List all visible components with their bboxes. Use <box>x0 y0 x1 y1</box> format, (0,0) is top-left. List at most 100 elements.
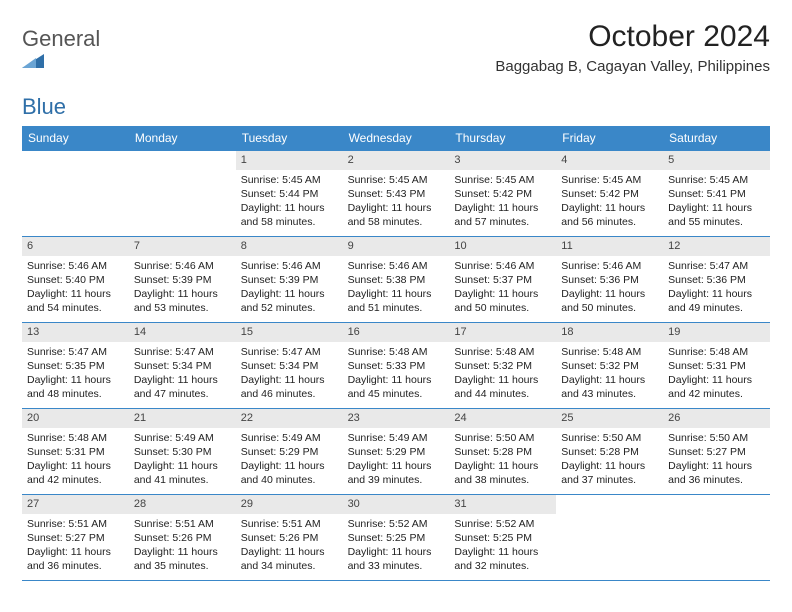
day-number: 16 <box>343 323 450 342</box>
daylight-line: Daylight: 11 hours and 56 minutes. <box>561 201 658 229</box>
sunset-line: Sunset: 5:42 PM <box>561 187 658 201</box>
sunset-line: Sunset: 5:32 PM <box>454 359 551 373</box>
daylight-line: Daylight: 11 hours and 35 minutes. <box>134 545 231 573</box>
brand-name-a: General <box>22 26 100 51</box>
sunset-line: Sunset: 5:27 PM <box>27 531 124 545</box>
calendar-cell: 6Sunrise: 5:46 AMSunset: 5:40 PMDaylight… <box>22 236 129 322</box>
calendar-cell: 19Sunrise: 5:48 AMSunset: 5:31 PMDayligh… <box>663 322 770 408</box>
day-details: Sunrise: 5:51 AMSunset: 5:27 PMDaylight:… <box>22 514 129 580</box>
sunset-line: Sunset: 5:44 PM <box>241 187 338 201</box>
daylight-line: Daylight: 11 hours and 37 minutes. <box>561 459 658 487</box>
location-subtitle: Baggabag B, Cagayan Valley, Philippines <box>495 58 770 75</box>
weekday-header: Monday <box>129 126 236 150</box>
weekday-header: Friday <box>556 126 663 150</box>
day-details: Sunrise: 5:46 AMSunset: 5:36 PMDaylight:… <box>556 256 663 322</box>
calendar-cell: 3Sunrise: 5:45 AMSunset: 5:42 PMDaylight… <box>449 150 556 236</box>
calendar-cell: 12Sunrise: 5:47 AMSunset: 5:36 PMDayligh… <box>663 236 770 322</box>
sunset-line: Sunset: 5:34 PM <box>241 359 338 373</box>
brand-name: GeneralBlue <box>22 26 100 120</box>
daylight-line: Daylight: 11 hours and 54 minutes. <box>27 287 124 315</box>
day-number: 3 <box>449 151 556 170</box>
calendar-cell <box>22 150 129 236</box>
calendar-cell <box>556 494 663 581</box>
sunset-line: Sunset: 5:41 PM <box>668 187 765 201</box>
day-number: 28 <box>129 495 236 514</box>
daylight-line: Daylight: 11 hours and 38 minutes. <box>454 459 551 487</box>
sunrise-line: Sunrise: 5:45 AM <box>561 173 658 187</box>
calendar: SundayMondayTuesdayWednesdayThursdayFrid… <box>22 126 770 581</box>
day-number: 2 <box>343 151 450 170</box>
sunrise-line: Sunrise: 5:49 AM <box>134 431 231 445</box>
daylight-line: Daylight: 11 hours and 45 minutes. <box>348 373 445 401</box>
day-number: 21 <box>129 409 236 428</box>
calendar-header-row: SundayMondayTuesdayWednesdayThursdayFrid… <box>22 126 770 150</box>
day-number: 12 <box>663 237 770 256</box>
daylight-line: Daylight: 11 hours and 50 minutes. <box>561 287 658 315</box>
sunrise-line: Sunrise: 5:48 AM <box>454 345 551 359</box>
calendar-cell: 9Sunrise: 5:46 AMSunset: 5:38 PMDaylight… <box>343 236 450 322</box>
calendar-cell: 25Sunrise: 5:50 AMSunset: 5:28 PMDayligh… <box>556 408 663 494</box>
calendar-cell: 13Sunrise: 5:47 AMSunset: 5:35 PMDayligh… <box>22 322 129 408</box>
weekday-header: Wednesday <box>343 126 450 150</box>
day-number: 29 <box>236 495 343 514</box>
day-details: Sunrise: 5:49 AMSunset: 5:29 PMDaylight:… <box>236 428 343 494</box>
sunset-line: Sunset: 5:28 PM <box>454 445 551 459</box>
daylight-line: Daylight: 11 hours and 55 minutes. <box>668 201 765 229</box>
sunset-line: Sunset: 5:37 PM <box>454 273 551 287</box>
calendar-cell: 29Sunrise: 5:51 AMSunset: 5:26 PMDayligh… <box>236 494 343 581</box>
daylight-line: Daylight: 11 hours and 39 minutes. <box>348 459 445 487</box>
sunset-line: Sunset: 5:35 PM <box>27 359 124 373</box>
day-details: Sunrise: 5:48 AMSunset: 5:32 PMDaylight:… <box>449 342 556 408</box>
sunset-line: Sunset: 5:40 PM <box>27 273 124 287</box>
day-number: 30 <box>343 495 450 514</box>
day-details: Sunrise: 5:46 AMSunset: 5:40 PMDaylight:… <box>22 256 129 322</box>
day-number: 9 <box>343 237 450 256</box>
sunset-line: Sunset: 5:38 PM <box>348 273 445 287</box>
sunrise-line: Sunrise: 5:46 AM <box>27 259 124 273</box>
calendar-cell: 4Sunrise: 5:45 AMSunset: 5:42 PMDaylight… <box>556 150 663 236</box>
day-number: 24 <box>449 409 556 428</box>
sunrise-line: Sunrise: 5:48 AM <box>668 345 765 359</box>
day-number: 18 <box>556 323 663 342</box>
calendar-cell: 8Sunrise: 5:46 AMSunset: 5:39 PMDaylight… <box>236 236 343 322</box>
calendar-cell: 16Sunrise: 5:48 AMSunset: 5:33 PMDayligh… <box>343 322 450 408</box>
day-details: Sunrise: 5:46 AMSunset: 5:38 PMDaylight:… <box>343 256 450 322</box>
calendar-cell: 27Sunrise: 5:51 AMSunset: 5:27 PMDayligh… <box>22 494 129 581</box>
daylight-line: Daylight: 11 hours and 50 minutes. <box>454 287 551 315</box>
day-number: 17 <box>449 323 556 342</box>
day-details: Sunrise: 5:47 AMSunset: 5:34 PMDaylight:… <box>129 342 236 408</box>
calendar-body: 1Sunrise: 5:45 AMSunset: 5:44 PMDaylight… <box>22 150 770 581</box>
sunset-line: Sunset: 5:29 PM <box>241 445 338 459</box>
brand-logo: GeneralBlue <box>22 26 100 120</box>
calendar-cell <box>129 150 236 236</box>
sunset-line: Sunset: 5:26 PM <box>134 531 231 545</box>
daylight-line: Daylight: 11 hours and 42 minutes. <box>27 459 124 487</box>
day-details: Sunrise: 5:51 AMSunset: 5:26 PMDaylight:… <box>236 514 343 580</box>
sunset-line: Sunset: 5:42 PM <box>454 187 551 201</box>
day-details: Sunrise: 5:45 AMSunset: 5:41 PMDaylight:… <box>663 170 770 236</box>
sunrise-line: Sunrise: 5:46 AM <box>454 259 551 273</box>
calendar-cell: 28Sunrise: 5:51 AMSunset: 5:26 PMDayligh… <box>129 494 236 581</box>
sunrise-line: Sunrise: 5:47 AM <box>134 345 231 359</box>
day-number: 15 <box>236 323 343 342</box>
sunset-line: Sunset: 5:39 PM <box>134 273 231 287</box>
brand-mark-icon <box>22 52 100 68</box>
calendar-cell: 30Sunrise: 5:52 AMSunset: 5:25 PMDayligh… <box>343 494 450 581</box>
daylight-line: Daylight: 11 hours and 52 minutes. <box>241 287 338 315</box>
calendar-cell: 10Sunrise: 5:46 AMSunset: 5:37 PMDayligh… <box>449 236 556 322</box>
daylight-line: Daylight: 11 hours and 44 minutes. <box>454 373 551 401</box>
sunset-line: Sunset: 5:36 PM <box>668 273 765 287</box>
day-number: 6 <box>22 237 129 256</box>
day-details: Sunrise: 5:47 AMSunset: 5:34 PMDaylight:… <box>236 342 343 408</box>
day-details: Sunrise: 5:49 AMSunset: 5:30 PMDaylight:… <box>129 428 236 494</box>
daylight-line: Daylight: 11 hours and 36 minutes. <box>668 459 765 487</box>
daylight-line: Daylight: 11 hours and 34 minutes. <box>241 545 338 573</box>
sunrise-line: Sunrise: 5:48 AM <box>561 345 658 359</box>
daylight-line: Daylight: 11 hours and 43 minutes. <box>561 373 658 401</box>
daylight-line: Daylight: 11 hours and 33 minutes. <box>348 545 445 573</box>
sunset-line: Sunset: 5:27 PM <box>668 445 765 459</box>
sunrise-line: Sunrise: 5:45 AM <box>454 173 551 187</box>
sunset-line: Sunset: 5:30 PM <box>134 445 231 459</box>
day-number: 22 <box>236 409 343 428</box>
day-number: 19 <box>663 323 770 342</box>
